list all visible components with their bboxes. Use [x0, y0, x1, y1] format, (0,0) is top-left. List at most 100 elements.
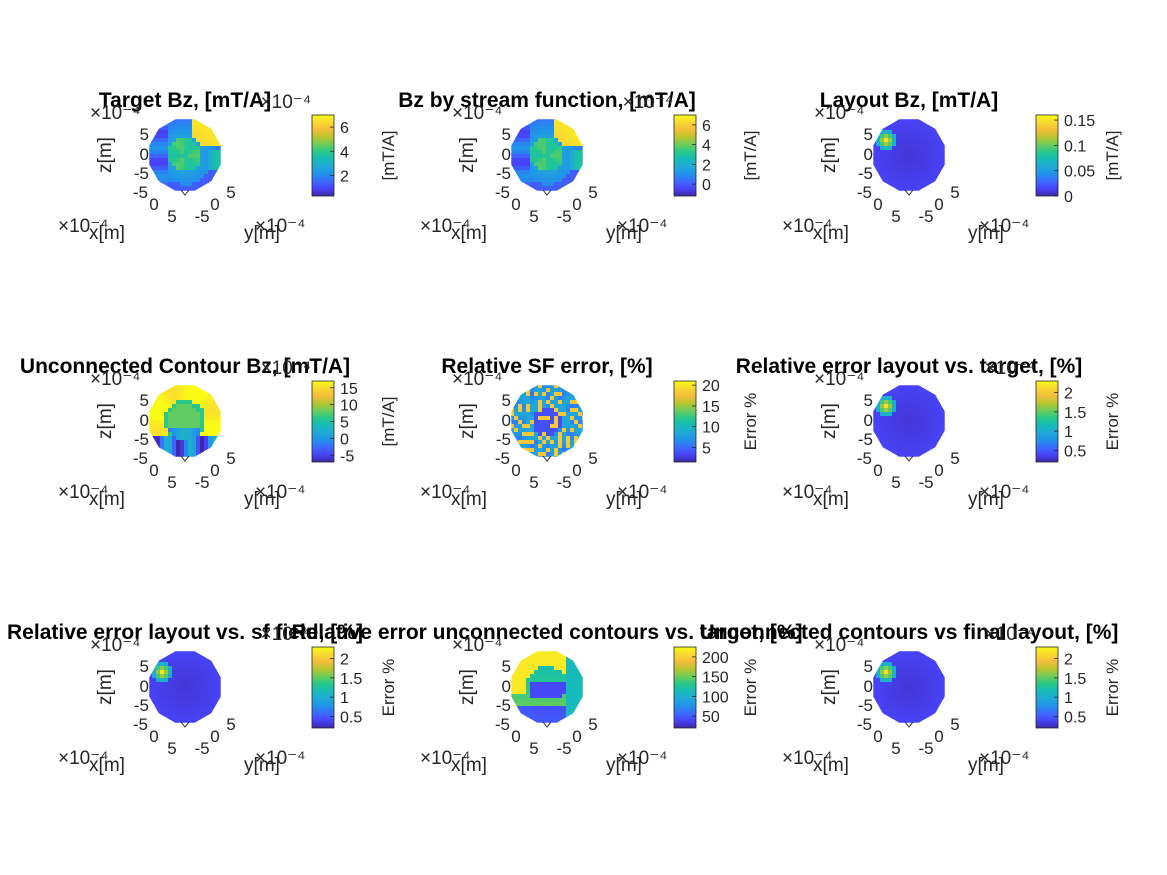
- z-tick-label: 0: [864, 145, 873, 164]
- x-tick-label: 5: [891, 739, 900, 758]
- z-tick-label: 0: [140, 411, 149, 430]
- colorbar-tick-label: 0.05: [1064, 164, 1095, 181]
- y-exponent: ×10⁻⁴: [979, 748, 1029, 769]
- colorbar-tick-label: 15: [702, 399, 720, 416]
- panel-layout-bz: Layout Bz, [mT/A]×10⁻⁴50-5-5z[m]05 -505×1…: [782, 89, 1122, 244]
- y-axis-label: y[m]: [968, 489, 1004, 510]
- z-exponent: ×10⁻⁴: [90, 369, 140, 390]
- z-axis-label: z[m]: [95, 669, 116, 705]
- z-tick-label: -5: [857, 715, 872, 734]
- y-tick-label: -5: [194, 207, 209, 226]
- colorbar-tick-label: 100: [702, 689, 729, 706]
- colorbar-label: [mT/A]: [1103, 130, 1122, 180]
- x-tick-label: 5: [167, 207, 176, 226]
- y-axis-label: y[m]: [244, 223, 280, 244]
- y-tick-label: -5: [918, 473, 933, 492]
- x-exponent: ×10⁻⁴: [420, 216, 470, 237]
- z-tick-label: 0: [502, 411, 511, 430]
- x-exponent: ×10⁻⁴: [58, 216, 108, 237]
- surface-plot: [511, 651, 583, 723]
- colorbar-exponent: ×10⁻⁴: [985, 358, 1035, 379]
- y-tick-label: -5: [556, 207, 571, 226]
- z-tick-label: -5: [857, 449, 872, 468]
- y-tick-label: 5: [588, 183, 597, 202]
- y-exponent: ×10⁻⁴: [979, 216, 1029, 237]
- surface-plot: [511, 119, 583, 191]
- colorbar-label: [mT/A]: [379, 130, 398, 180]
- x-tick-label: 5: [167, 473, 176, 492]
- colorbar-tick-label: 200: [702, 650, 729, 667]
- z-tick-label: 5: [140, 391, 149, 410]
- y-tick-label: -5: [556, 473, 571, 492]
- colorbar-label: Error %: [1103, 659, 1122, 717]
- y-axis-label: y[m]: [244, 755, 280, 776]
- z-tick-label: -5: [496, 164, 511, 183]
- z-tick-label: 5: [502, 657, 511, 676]
- z-tick-label: 0: [502, 145, 511, 164]
- colorbar-tick-label: 5: [340, 415, 349, 432]
- colorbar-tick-label: 1: [1064, 690, 1073, 707]
- x-tick-label: 0: [511, 195, 520, 214]
- panel-title: Relative SF error, [%]: [441, 355, 652, 378]
- colorbar: [673, 646, 697, 729]
- colorbar-tick-label: 6: [702, 118, 711, 135]
- z-tick-label: -5: [858, 696, 873, 715]
- colorbar-tick-label: 10: [702, 420, 720, 437]
- colorbar-exponent: ×10⁻⁴: [261, 358, 311, 379]
- y-tick-label: 5: [950, 449, 959, 468]
- y-axis-label: y[m]: [968, 755, 1004, 776]
- z-tick-label: -5: [495, 183, 510, 202]
- z-tick-label: -5: [133, 449, 148, 468]
- colorbar-tick-label: 4: [702, 138, 711, 155]
- colorbar-tick-label: 0: [1064, 189, 1073, 206]
- colorbar-tick-label: 0: [340, 431, 349, 448]
- z-tick-label: 5: [864, 391, 873, 410]
- y-exponent: ×10⁻⁴: [617, 216, 667, 237]
- colorbar-exponent: ×10⁻⁴: [985, 624, 1035, 645]
- y-tick-label: 0: [934, 727, 943, 746]
- panel-unconnected-bz: Unconnected Contour Bz, [mT/A]×10⁻⁴50-5-…: [20, 355, 398, 510]
- colorbar: [311, 114, 335, 197]
- surface-edge: [542, 189, 552, 196]
- colorbar-tick-label: 1: [1064, 424, 1073, 441]
- y-tick-label: 0: [210, 727, 219, 746]
- x-exponent: ×10⁻⁴: [782, 216, 832, 237]
- z-exponent: ×10⁻⁴: [452, 369, 502, 390]
- z-tick-label: -5: [496, 696, 511, 715]
- colorbar-tick-label: 0.5: [340, 709, 362, 726]
- panel-layout-vs-target: Relative error layout vs. target, [%]×10…: [736, 355, 1122, 510]
- x-exponent: ×10⁻⁴: [420, 482, 470, 503]
- y-tick-label: -5: [918, 739, 933, 758]
- x-tick-label: 0: [149, 195, 158, 214]
- x-tick-label: 0: [873, 195, 882, 214]
- colorbar-tick-label: 150: [702, 670, 729, 687]
- colorbar-tick-label: 50: [702, 709, 720, 726]
- x-exponent: ×10⁻⁴: [58, 748, 108, 769]
- surface-edge: [180, 455, 190, 462]
- y-tick-label: 5: [226, 715, 235, 734]
- z-tick-label: 0: [864, 677, 873, 696]
- colorbar-tick-label: 2: [1064, 652, 1073, 669]
- x-axis-label: x[m]: [89, 489, 125, 510]
- x-tick-label: 5: [529, 739, 538, 758]
- panel-title: Layout Bz, [mT/A]: [820, 89, 999, 112]
- colorbar: [673, 114, 697, 197]
- y-axis-label: y[m]: [968, 223, 1004, 244]
- z-axis-label: z[m]: [457, 403, 478, 439]
- y-tick-label: 0: [934, 195, 943, 214]
- colorbar-label: Error %: [741, 393, 760, 451]
- x-exponent: ×10⁻⁴: [58, 482, 108, 503]
- colorbar-label: Error %: [1103, 393, 1122, 451]
- x-tick-label: 0: [149, 727, 158, 746]
- z-tick-label: -5: [133, 183, 148, 202]
- colorbar-label: [mT/A]: [379, 396, 398, 446]
- x-tick-label: 0: [149, 461, 158, 480]
- y-tick-label: -5: [194, 739, 209, 758]
- panel-target-bz: Target Bz, [mT/A]×10⁻⁴50-5-5z[m]05 -505×1…: [58, 89, 398, 244]
- y-tick-label: -5: [194, 473, 209, 492]
- colorbar-exponent: ×10⁻⁴: [623, 92, 673, 113]
- z-axis-label: z[m]: [819, 669, 840, 705]
- colorbar-tick-label: 1.5: [1064, 405, 1086, 422]
- panel-title: Relative error layout vs. sf field, [%]: [7, 621, 363, 644]
